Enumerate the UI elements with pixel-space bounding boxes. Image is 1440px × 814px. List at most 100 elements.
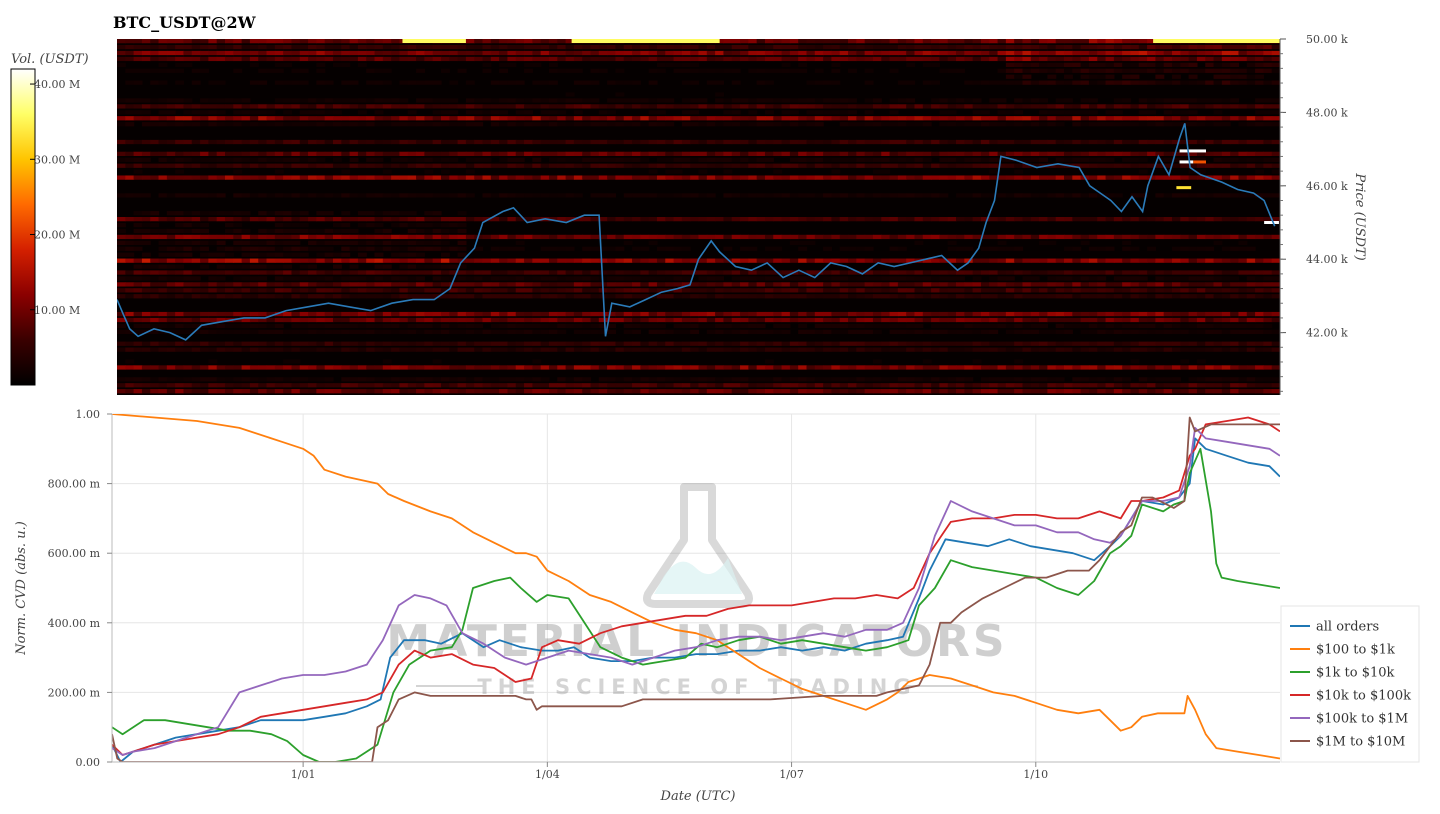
heatmap-cell	[640, 365, 650, 370]
heatmap-cell	[449, 193, 459, 198]
heatmap-cell	[598, 193, 608, 198]
heatmap-cell	[399, 294, 409, 299]
heatmap-cell	[341, 151, 351, 156]
heatmap-cell	[141, 68, 151, 73]
heatmap-cell	[191, 211, 201, 216]
heatmap-cell	[831, 217, 841, 222]
heatmap-cell	[482, 270, 492, 275]
heatmap-cell	[1039, 282, 1048, 287]
heatmap-cell	[540, 234, 550, 240]
heatmap-cell	[1030, 288, 1040, 293]
heatmap-cell	[191, 193, 201, 198]
heatmap-cell	[1022, 175, 1032, 180]
heatmap-cell	[1263, 217, 1273, 222]
heatmap-cell	[540, 163, 550, 168]
heatmap-cell	[1130, 139, 1140, 145]
heatmap-cell	[1263, 294, 1273, 299]
heatmap-cell	[507, 347, 517, 352]
heatmap-cell	[856, 246, 866, 251]
heatmap-cell	[548, 311, 558, 317]
heatmap-cell	[233, 122, 243, 127]
heatmap-cell	[706, 157, 716, 162]
heatmap-cell	[349, 139, 359, 145]
heatmap-cell	[283, 276, 293, 281]
heatmap-cell	[698, 122, 708, 127]
heatmap-cell	[690, 329, 700, 334]
heatmap-cell	[158, 116, 168, 121]
heatmap-cell	[922, 193, 932, 198]
heatmap-cell	[1147, 62, 1156, 67]
heatmap-cell	[939, 163, 949, 168]
heatmap-cell	[931, 193, 941, 198]
heatmap-cell	[349, 228, 359, 234]
heatmap-cell	[175, 294, 185, 299]
heatmap-cell	[665, 44, 675, 50]
heatmap-cell	[208, 294, 218, 299]
heatmap-cell	[748, 311, 758, 317]
heatmap-cell	[1271, 151, 1280, 156]
heatmap-cell	[524, 276, 533, 281]
heatmap-cell	[1014, 110, 1024, 115]
heatmap-cell	[457, 323, 467, 329]
heatmap-cell	[856, 282, 866, 287]
heatmap-cell	[332, 62, 342, 67]
heatmap-cell	[607, 217, 617, 222]
heatmap-cell	[133, 211, 143, 216]
heatmap-cell	[1238, 122, 1248, 127]
heatmap-cell	[773, 323, 783, 329]
heatmap-cell	[382, 270, 392, 275]
heatmap-cell	[640, 104, 650, 109]
heatmap-cell	[1147, 56, 1156, 62]
heatmap-cell	[507, 39, 517, 44]
heatmap-cell	[324, 270, 334, 275]
heatmap-cell	[648, 44, 658, 50]
heatmap-cell	[507, 365, 517, 370]
heatmap-cell	[274, 211, 284, 216]
heatmap-cell	[980, 56, 990, 62]
heatmap-cell	[1064, 50, 1073, 56]
heatmap-cell	[308, 317, 317, 323]
heatmap-cell	[598, 270, 608, 275]
heatmap-cell	[1188, 193, 1198, 198]
heatmap-cell	[1147, 104, 1156, 109]
heatmap-cell	[731, 365, 741, 370]
heatmap-cell	[897, 44, 907, 50]
heatmap-cell	[382, 175, 392, 180]
heatmap-cell	[889, 317, 899, 323]
heatmap-cell	[133, 270, 143, 275]
heatmap-cell	[656, 246, 666, 251]
heatmap-cell	[449, 311, 459, 317]
heatmap-cell	[233, 264, 243, 269]
heatmap-cell	[715, 56, 725, 62]
heatmap-cell	[590, 175, 600, 180]
heatmap-cell	[806, 104, 816, 109]
heatmap-cell	[839, 44, 849, 50]
heatmap-cell	[1122, 151, 1132, 156]
heatmap-cell	[1039, 50, 1048, 56]
heatmap-cell	[582, 50, 592, 56]
heatmap-cell	[656, 163, 666, 168]
heatmap-cell	[407, 383, 417, 388]
heatmap-cell	[175, 329, 185, 334]
heatmap-cell	[731, 151, 741, 156]
heatmap-cell	[939, 175, 949, 180]
heatmap-cell	[233, 258, 243, 263]
heatmap-cell	[582, 341, 592, 346]
heatmap-cell	[972, 311, 982, 317]
heatmap-cell	[324, 163, 334, 168]
heatmap-cell	[980, 163, 990, 168]
heatmap-cell	[158, 80, 168, 85]
heatmap-cell	[1097, 276, 1107, 281]
heatmap-cell	[723, 139, 733, 145]
heatmap-cell	[316, 211, 326, 216]
heatmap-cell	[1147, 122, 1156, 127]
heatmap-cell	[1271, 329, 1280, 334]
heatmap-cell	[598, 151, 608, 156]
heatmap-cell	[856, 175, 866, 180]
heatmap-cell	[1155, 163, 1165, 168]
heatmap-cell	[889, 347, 899, 352]
heatmap-cell	[490, 347, 500, 352]
heatmap-cell	[283, 98, 293, 103]
heatmap-cell	[1047, 270, 1057, 275]
heatmap-cell	[416, 193, 425, 198]
